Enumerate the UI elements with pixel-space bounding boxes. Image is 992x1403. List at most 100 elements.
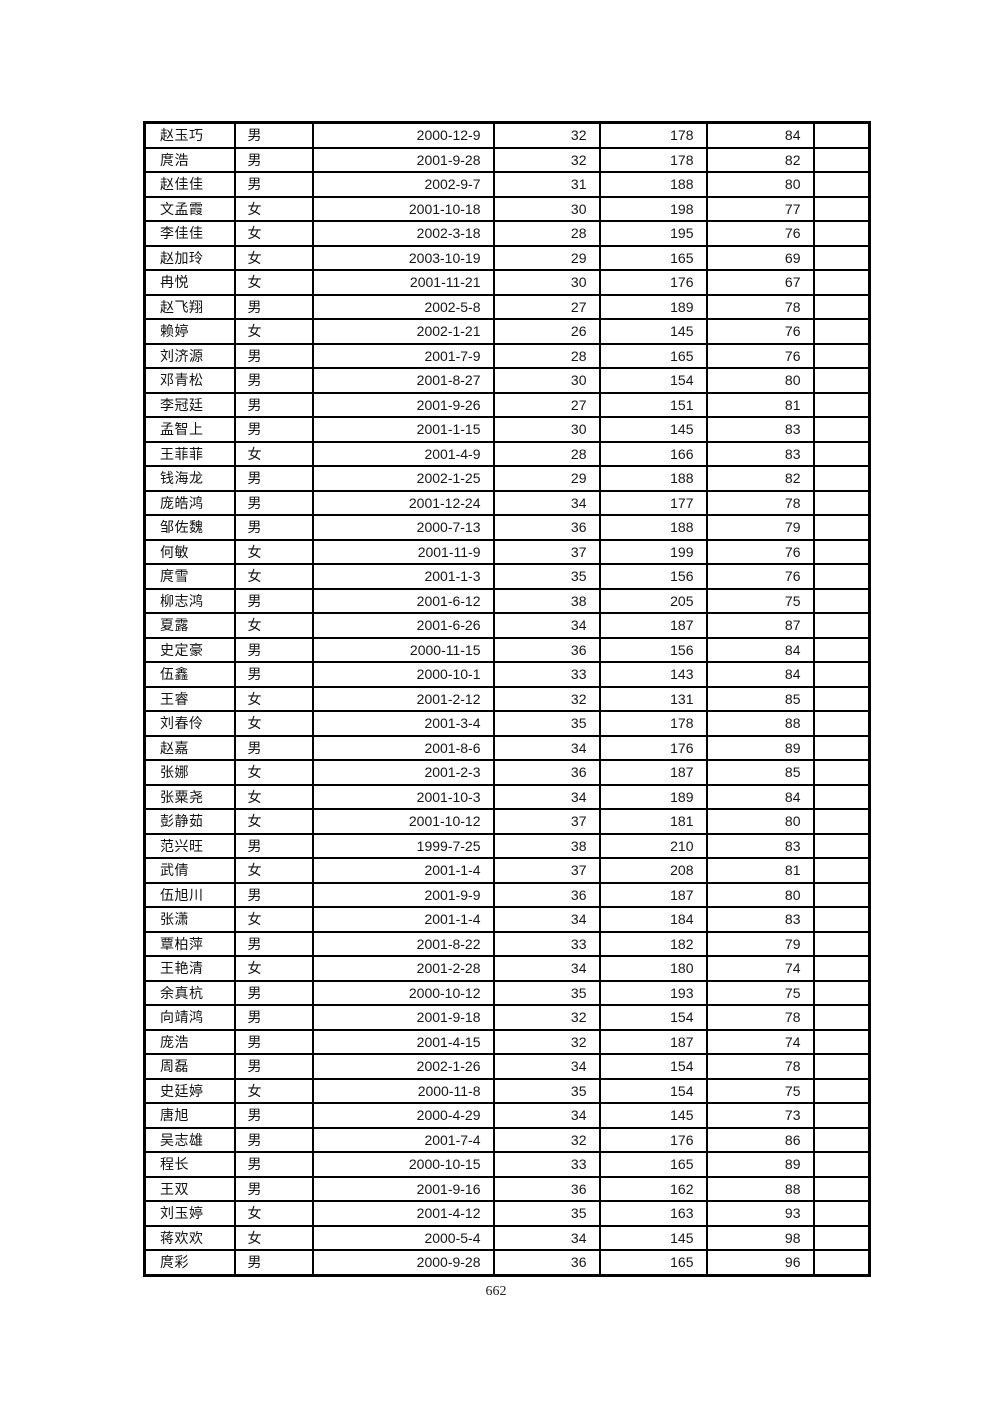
table-row: 武倩 女 2001-1-4 37 208 81	[143, 857, 871, 884]
cell-value-1: 29	[492, 244, 601, 271]
table-row: 邓青松 男 2001-8-27 30 154 80	[143, 367, 871, 394]
cell-value-1: 38	[492, 587, 601, 614]
cell-value-1: 36	[492, 636, 601, 663]
cell-blank	[812, 220, 871, 247]
cell-value-3: 89	[705, 734, 815, 761]
cell-value-1: 35	[492, 1077, 601, 1104]
cell-value-3: 80	[705, 808, 815, 835]
cell-name: 李冠廷	[143, 391, 236, 418]
cell-name: 李佳佳	[143, 220, 236, 247]
cell-value-1: 32	[492, 121, 601, 149]
table-row: 庞皓鸿 男 2001-12-24 34 177 78	[143, 489, 871, 516]
cell-value-2: 199	[598, 538, 708, 565]
cell-gender: 男	[233, 416, 314, 443]
cell-value-2: 187	[598, 612, 708, 639]
cell-value-1: 34	[492, 1102, 601, 1129]
cell-gender: 男	[233, 391, 314, 418]
cell-value-2: 154	[598, 1053, 708, 1080]
cell-value-3: 76	[705, 538, 815, 565]
cell-blank	[812, 1004, 871, 1031]
cell-gender: 女	[233, 1200, 314, 1227]
cell-gender: 男	[233, 1151, 314, 1178]
cell-value-2: 145	[598, 1224, 708, 1251]
cell-gender: 男	[233, 1126, 314, 1153]
cell-birth-date: 2001-6-12	[311, 587, 495, 614]
cell-birth-date: 2001-9-9	[311, 881, 495, 908]
table-row: 孟智上 男 2001-1-15 30 145 83	[143, 416, 871, 443]
cell-value-3: 79	[705, 514, 815, 541]
cell-blank	[812, 244, 871, 271]
cell-value-1: 34	[492, 1053, 601, 1080]
cell-birth-date: 1999-7-25	[311, 832, 495, 859]
cell-birth-date: 2001-8-22	[311, 930, 495, 957]
cell-value-2: 187	[598, 1028, 708, 1055]
cell-blank	[812, 465, 871, 492]
cell-value-3: 78	[705, 1004, 815, 1031]
cell-value-2: 131	[598, 685, 708, 712]
cell-value-1: 28	[492, 220, 601, 247]
cell-name: 钱海龙	[143, 465, 236, 492]
cell-birth-date: 2001-1-15	[311, 416, 495, 443]
cell-name: 邹佐魏	[143, 514, 236, 541]
table-row: 王菲菲 女 2001-4-9 28 166 83	[143, 440, 871, 467]
cell-value-2: 176	[598, 734, 708, 761]
cell-value-3: 84	[705, 661, 815, 688]
cell-blank	[812, 1077, 871, 1104]
cell-value-3: 74	[705, 955, 815, 982]
cell-gender: 男	[233, 979, 314, 1006]
cell-value-3: 84	[705, 783, 815, 810]
cell-blank	[812, 832, 871, 859]
cell-value-2: 198	[598, 195, 708, 222]
cell-blank	[812, 416, 871, 443]
cell-name: 刘玉婷	[143, 1200, 236, 1227]
cell-gender: 男	[233, 121, 314, 149]
cell-value-2: 193	[598, 979, 708, 1006]
cell-gender: 女	[233, 538, 314, 565]
cell-name: 伍鑫	[143, 661, 236, 688]
cell-birth-date: 2000-10-15	[311, 1151, 495, 1178]
cell-blank	[812, 1028, 871, 1055]
cell-value-3: 87	[705, 612, 815, 639]
cell-birth-date: 2001-10-3	[311, 783, 495, 810]
cell-blank	[812, 881, 871, 908]
cell-value-1: 27	[492, 293, 601, 320]
cell-value-3: 81	[705, 391, 815, 418]
cell-blank	[812, 1200, 871, 1227]
cell-value-2: 154	[598, 1077, 708, 1104]
table-row: 张潇 女 2001-1-4 34 184 83	[143, 906, 871, 933]
cell-value-1: 31	[492, 171, 601, 198]
cell-value-1: 36	[492, 881, 601, 908]
cell-gender: 男	[233, 1028, 314, 1055]
cell-value-3: 75	[705, 1077, 815, 1104]
cell-name: 周磊	[143, 1053, 236, 1080]
table-row: 赵嘉 男 2001-8-6 34 176 89	[143, 734, 871, 761]
cell-value-1: 30	[492, 367, 601, 394]
cell-gender: 男	[233, 465, 314, 492]
cell-value-3: 83	[705, 906, 815, 933]
cell-value-3: 84	[705, 636, 815, 663]
table-row: 伍旭川 男 2001-9-9 36 187 80	[143, 881, 871, 908]
cell-birth-date: 2000-11-8	[311, 1077, 495, 1104]
cell-value-1: 34	[492, 955, 601, 982]
table-row: 赵飞翔 男 2002-5-8 27 189 78	[143, 293, 871, 320]
cell-name: 夏露	[143, 612, 236, 639]
cell-name: 赵飞翔	[143, 293, 236, 320]
cell-value-3: 85	[705, 685, 815, 712]
cell-value-2: 184	[598, 906, 708, 933]
cell-birth-date: 2001-6-26	[311, 612, 495, 639]
cell-gender: 男	[233, 636, 314, 663]
cell-gender: 男	[233, 1102, 314, 1129]
cell-value-1: 34	[492, 906, 601, 933]
cell-value-1: 38	[492, 832, 601, 859]
table-row: 范兴旺 男 1999-7-25 38 210 83	[143, 832, 871, 859]
cell-gender: 女	[233, 440, 314, 467]
cell-blank	[812, 783, 871, 810]
table-row: 刘玉婷 女 2001-4-12 35 163 93	[143, 1200, 871, 1227]
cell-value-3: 78	[705, 489, 815, 516]
cell-gender: 女	[233, 710, 314, 737]
table-row: 庞浩 男 2001-4-15 32 187 74	[143, 1028, 871, 1055]
cell-value-2: 145	[598, 1102, 708, 1129]
cell-value-2: 187	[598, 759, 708, 786]
table-row: 程长 男 2000-10-15 33 165 89	[143, 1151, 871, 1178]
cell-gender: 女	[233, 808, 314, 835]
